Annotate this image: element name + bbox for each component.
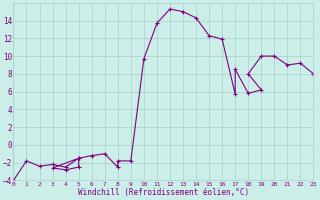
X-axis label: Windchill (Refroidissement éolien,°C): Windchill (Refroidissement éolien,°C): [78, 188, 249, 197]
